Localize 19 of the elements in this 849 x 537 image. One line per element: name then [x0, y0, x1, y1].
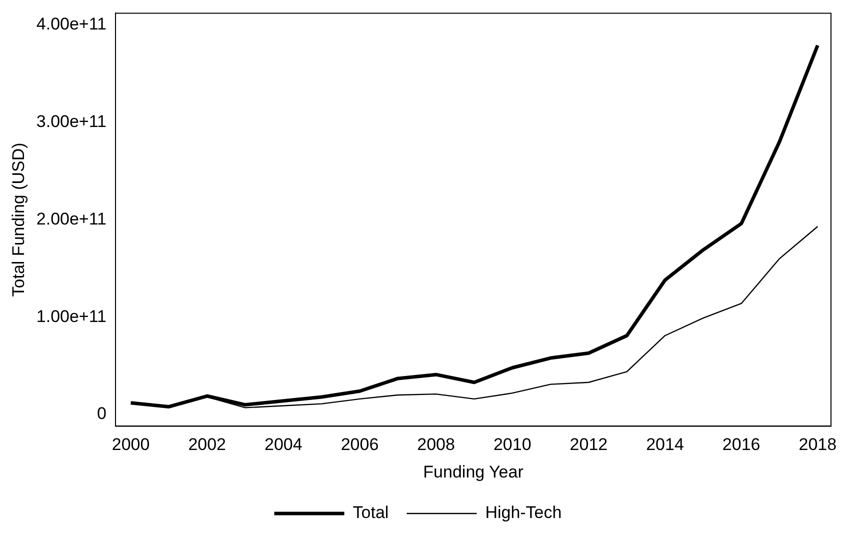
legend-label: High-Tech	[485, 503, 562, 522]
y-tick-label: 4.00e+11	[36, 14, 107, 34]
legend-label: Total	[352, 503, 389, 522]
x-tick-label: 2000	[112, 435, 150, 454]
y-tick-label: 1.00e+11	[36, 306, 107, 326]
x-tick-label: 2002	[188, 435, 226, 454]
x-tick-label: 2004	[264, 435, 302, 454]
y-tick-label: 2.00e+11	[36, 209, 107, 228]
y-tick-label: 0	[97, 404, 107, 424]
x-tick-label: 2010	[493, 435, 532, 454]
y-tick-label: 3.00e+11	[36, 112, 107, 131]
x-axis-title: Funding Year	[423, 462, 524, 482]
x-tick-label: 2018	[798, 435, 837, 454]
x-tick-label: 2012	[570, 435, 608, 454]
x-tick-label: 2006	[340, 435, 379, 454]
x-tick-label: 2014	[646, 435, 684, 454]
y-axis-title: Total Funding (USD)	[8, 142, 28, 297]
x-tick-label: 2016	[722, 435, 760, 454]
x-tick-label: 2008	[417, 435, 455, 454]
